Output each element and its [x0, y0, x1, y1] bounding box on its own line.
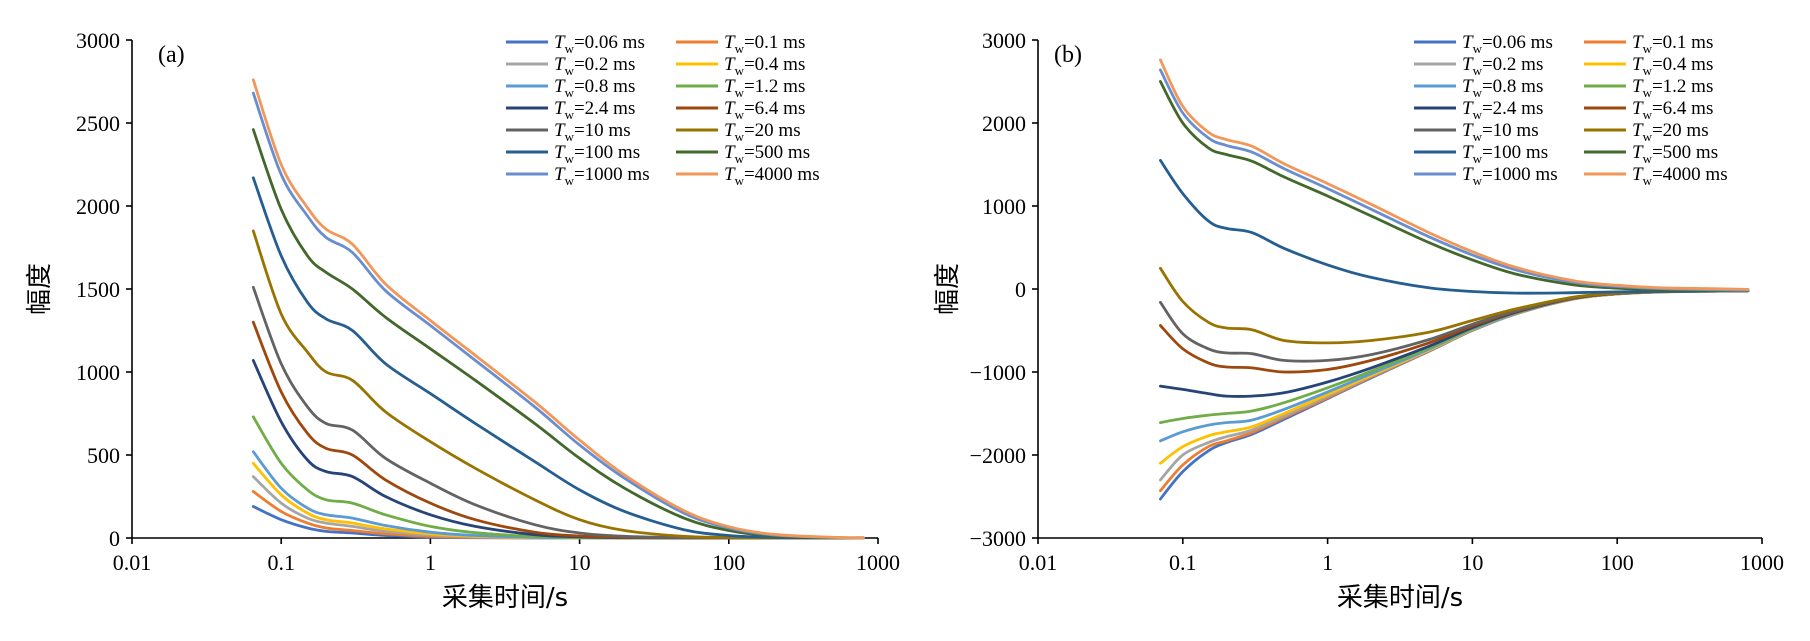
series-line	[1159, 289, 1750, 482]
legend-entry: Tw=20 ms	[724, 120, 801, 144]
legend-entry: Tw=0.4 ms	[1632, 54, 1713, 78]
y-tick-label: 0	[1015, 277, 1026, 302]
series-line	[251, 320, 865, 540]
legend-entry: Tw=500 ms	[1632, 142, 1718, 166]
x-axis-label: 采集时间/s	[442, 583, 568, 613]
y-tick-label: −1000	[970, 360, 1026, 385]
series-line	[1159, 289, 1750, 398]
y-tick-label: 2000	[76, 194, 120, 219]
legend-entry: Tw=2.4 ms	[554, 98, 635, 122]
legend-entry: Tw=0.06 ms	[554, 32, 645, 56]
legend-entry: Tw=10 ms	[1462, 120, 1539, 144]
y-tick-label: 3000	[76, 28, 120, 53]
series-line	[1159, 289, 1750, 493]
x-tick-label: 0.01	[113, 550, 152, 575]
legend-entry: Tw=1.2 ms	[724, 76, 805, 100]
series-line	[1159, 289, 1750, 501]
y-tick-label: 0	[109, 526, 120, 551]
legend-entry: Tw=6.4 ms	[1632, 98, 1713, 122]
x-tick-label: 1	[425, 550, 436, 575]
legend-entry: Tw=0.8 ms	[554, 76, 635, 100]
x-tick-label: 1000	[1740, 550, 1784, 575]
y-tick-label: −2000	[970, 443, 1026, 468]
y-tick-label: 500	[87, 443, 120, 468]
legend-entry: Tw=1000 ms	[1462, 164, 1558, 188]
x-tick-label: 1	[1322, 550, 1333, 575]
x-tick-label: 10	[1461, 550, 1483, 575]
legend-entry: Tw=10 ms	[554, 120, 631, 144]
legend-entry: Tw=0.2 ms	[1462, 54, 1543, 78]
legend-entry: Tw=0.06 ms	[1462, 32, 1553, 56]
chart-panel-a: 0 500 1000 1500 2000 2500 3000 0.01 0.1 1 10 100 100…	[25, 28, 900, 613]
legend-entry: Tw=0.4 ms	[724, 54, 805, 78]
series-line	[1159, 159, 1750, 295]
chart-panel-b: −3000 −2000 −1000 0 1000 2000 3000 0.01 0.1 1 10 10…	[933, 28, 1784, 613]
series-line	[1159, 58, 1750, 291]
panel-label: (a)	[158, 42, 185, 68]
x-tick-label: 0.1	[267, 550, 295, 575]
y-axis-label: 幅度	[933, 263, 963, 315]
x-tick-label: 10	[569, 550, 591, 575]
x-tick-label: 1000	[856, 550, 900, 575]
series-line	[251, 176, 865, 540]
y-tick-label: 1000	[76, 360, 120, 385]
legend-entry: Tw=0.1 ms	[724, 32, 805, 56]
legend-entry: Tw=0.8 ms	[1462, 76, 1543, 100]
series-line	[1159, 289, 1750, 424]
x-tick-label: 0.01	[1019, 550, 1058, 575]
legend-entry: Tw=100 ms	[1462, 142, 1548, 166]
series-line	[251, 78, 865, 540]
legend-entry: Tw=2.4 ms	[1462, 98, 1543, 122]
legend-entry: Tw=100 ms	[554, 142, 640, 166]
x-axis-label: 采集时间/s	[1337, 583, 1463, 613]
series-line	[251, 229, 865, 540]
legend-entry: Tw=500 ms	[724, 142, 810, 166]
x-tick-label: 0.1	[1169, 550, 1197, 575]
series-line	[1159, 289, 1750, 443]
series-line	[251, 128, 865, 540]
series-line	[1159, 80, 1750, 293]
y-tick-label: 3000	[982, 28, 1026, 53]
series-line	[1159, 289, 1750, 465]
legend-entry: Tw=0.1 ms	[1632, 32, 1713, 56]
y-tick-label: 1000	[982, 194, 1026, 219]
y-axis-label: 幅度	[25, 263, 55, 315]
legend-entry: Tw=20 ms	[1632, 120, 1709, 144]
legend-entry: Tw=0.2 ms	[554, 54, 635, 78]
y-tick-label: 2000	[982, 111, 1026, 136]
legend-entry: Tw=4000 ms	[1632, 164, 1728, 188]
panel-label: (b)	[1054, 42, 1082, 68]
x-tick-label: 100	[1601, 550, 1634, 575]
legend-entry: Tw=4000 ms	[724, 164, 820, 188]
legend-entry: Tw=1.2 ms	[1632, 76, 1713, 100]
legend-entry: Tw=6.4 ms	[724, 98, 805, 122]
y-tick-label: 1500	[76, 277, 120, 302]
x-tick-label: 100	[712, 550, 745, 575]
y-tick-label: 2500	[76, 111, 120, 136]
y-tick-label: −3000	[970, 526, 1026, 551]
legend-entry: Tw=1000 ms	[554, 164, 650, 188]
